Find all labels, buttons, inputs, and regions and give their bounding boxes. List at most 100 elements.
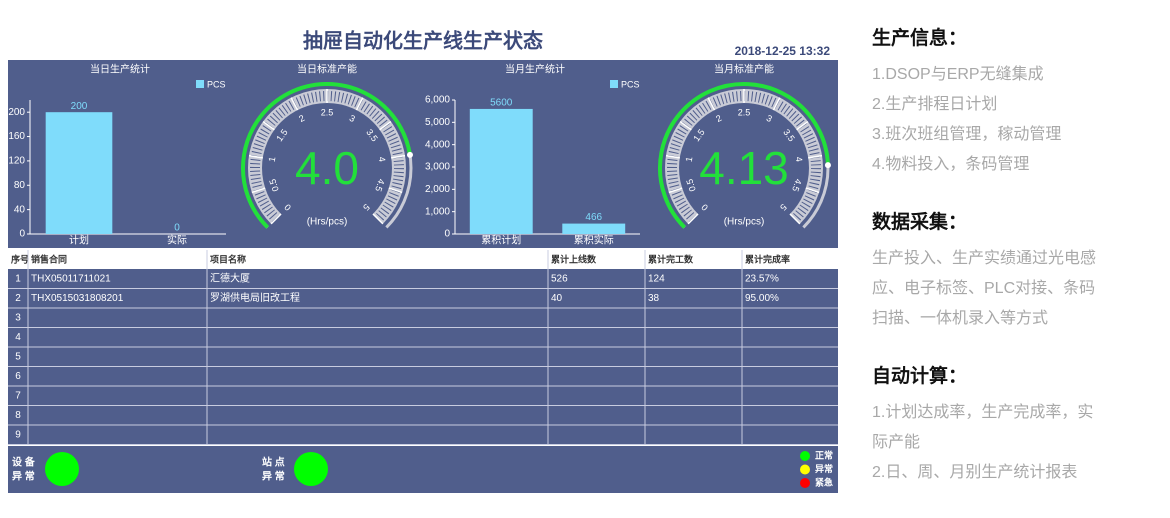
x-tick-label: 累积实际 [574,234,614,247]
gauge-tick [668,187,683,194]
table-header: 累计完工数 [648,253,694,264]
y-tick-label: 3,000 [425,162,450,173]
gauge-tick-label: 4.5 [373,178,386,193]
table-cell: 124 [648,273,665,284]
gauge-tick-label: 2 [714,113,723,124]
y-tick-label: 200 [8,107,25,118]
indicator-label: 设 备 [12,456,36,469]
gauge-tick [687,213,699,225]
value-label: 0 [174,223,180,234]
gauge-unit: (Hrs/pcs) [307,217,348,228]
table-cell: 2 [15,293,21,304]
table-cell: 9 [15,429,21,440]
gauge-pointer [824,162,831,169]
datetime: 2018-12-25 13:32 [735,44,831,58]
indicator-light [294,452,328,486]
section-item: 2.生产排程日计划 [872,96,998,113]
y-tick-label: 160 [8,131,25,142]
table-cell: 526 [551,273,568,284]
table-cell: THX0515031808201 [31,293,124,304]
legend-dot [800,478,810,488]
table-header: 累计完成率 [745,253,790,264]
y-tick-label: 80 [14,180,26,191]
indicator-label: 异 常 [262,470,285,483]
value-label: 5600 [490,98,513,109]
table-cell: 4 [15,332,21,343]
table-cell: 95.00% [745,293,779,304]
gauge-tick-label: 1 [684,156,695,163]
section-item: 4.物料投入，条码管理 [872,156,1030,173]
y-tick-label: 0 [444,229,450,240]
table-cell: 5 [15,351,21,362]
gauge-tick-label: 1 [267,156,278,163]
legend-swatch [196,80,204,88]
gauge-tick-label: 3 [348,113,357,124]
bar [469,108,533,234]
x-tick-label: 累积计划 [481,234,521,247]
table-header: 销售合同 [31,253,67,264]
table-cell: 罗湖供电局旧改工程 [210,291,300,304]
gauge-tick [290,97,299,111]
chart-title: 当月标准产能 [714,63,774,76]
indicator-light [45,452,79,486]
gauge-tick-label: 0.5 [684,178,697,193]
legend-swatch [610,80,618,88]
gauge-tick [789,213,801,225]
info-section: 数据采集： 生产投入、生产实绩通过光电感应、电子标签、PLC对接、条码扫描、一体机… [872,208,1102,334]
y-tick-label: 1,000 [425,206,450,217]
gauge-tick-label: 3 [765,113,774,124]
table-cell: 1 [15,273,21,284]
gauge-tick [372,213,384,225]
table-cell: 6 [15,371,21,382]
gauge-tick [251,187,266,194]
chart-title: 当日标准产能 [297,63,357,76]
bar [45,112,113,234]
section-item: 1.DSOP与ERP无缝集成 [872,66,1044,83]
y-tick-label: 6,000 [425,95,450,106]
gauge-tick [248,154,263,159]
table-header: 项目名称 [210,253,246,264]
info-section: 自动计算： 1.计划达成率，生产完成率，实际产能 2.日、周、月别生产统计报表 [872,362,1102,488]
gauge-tick [679,120,692,131]
gauge-tick-label: 5 [361,202,372,213]
table-header-bg [8,250,838,269]
legend-label: 正常 [815,449,833,460]
table-cell: THX05011711021 [31,273,111,284]
section-item: 1.计划达成率，生产完成率，实际产能 [872,404,1094,451]
gauge-tick [808,154,823,159]
y-tick-label: 40 [14,204,26,215]
gauge-minor-ticks [667,91,821,223]
indicator-label: 站 点 [262,456,285,469]
gauge-tick [707,97,716,111]
legend-label: PCS [621,79,640,89]
table-body-bg [8,269,838,445]
y-tick-label: 2,000 [425,184,450,195]
chart-title: 当月生产统计 [505,63,565,76]
legend-label: PCS [207,79,226,89]
gauge-progress [241,82,412,229]
gauge-tick [805,187,820,194]
gauge-tick-label: 0 [699,202,710,213]
gauge-tick [262,120,275,131]
y-tick-label: 4,000 [425,139,450,150]
gauge-tick [391,154,406,159]
side-panel: 生产信息： 1.DSOP与ERP无缝集成 2.生产排程日计划 3.班次班组管理，稼动管… [872,24,1102,516]
table-cell: 23.57% [745,273,779,284]
gauge-tick-label: 4.5 [790,178,803,193]
info-section: 生产信息： 1.DSOP与ERP无缝集成 2.生产排程日计划 3.班次班组管理，稼动管… [872,24,1102,180]
gauge-value: 4.13 [699,142,789,194]
y-tick-label: 0 [19,229,25,240]
chart-title: 当日生产统计 [90,63,150,76]
gauge-tick-label: 5 [778,202,789,213]
indicator-label: 异 常 [12,470,35,483]
gauge-tick [388,187,403,194]
gauge-tick [270,213,282,225]
gauge-tick [665,154,680,159]
gauge-pointer [406,151,413,158]
gauge-tick-label: 2.5 [321,107,334,117]
section-heading: 数据采集： [872,212,968,233]
table-cell: 38 [648,293,660,304]
chart-panel [8,60,838,248]
gauge-tick-label: 0 [282,202,293,213]
